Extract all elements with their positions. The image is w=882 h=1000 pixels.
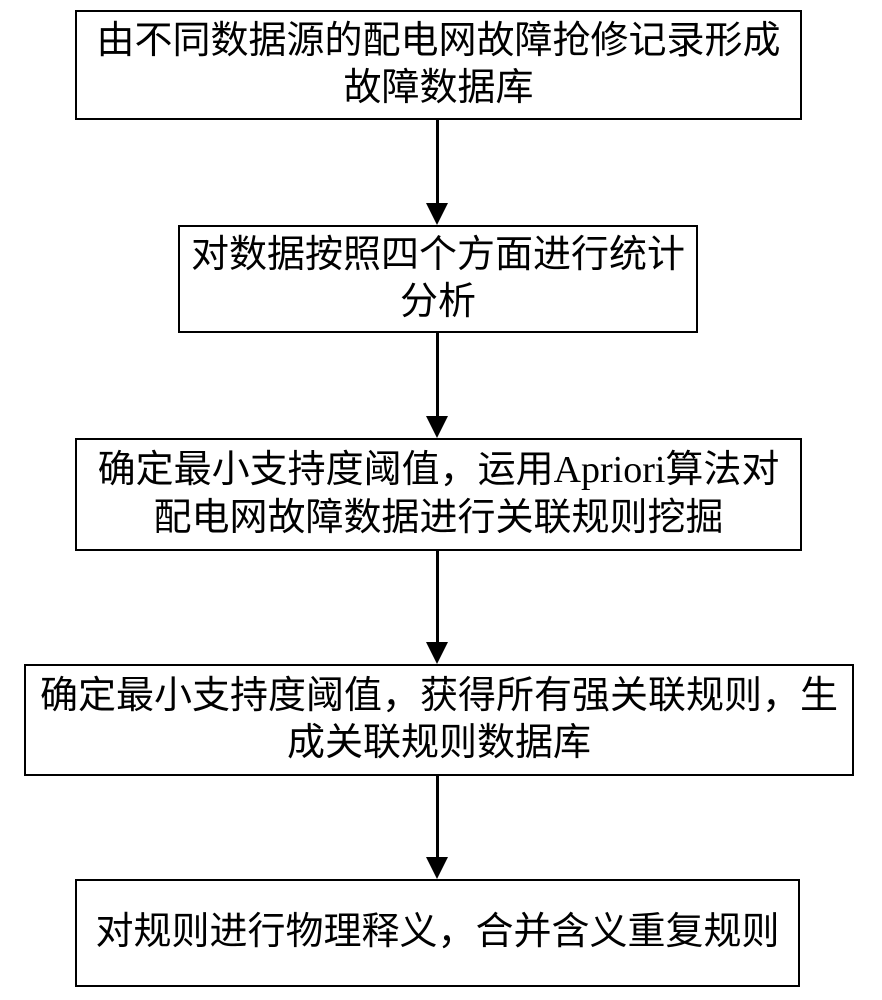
- flow-box-4: 确定最小支持度阈值，获得所有强关联规则，生成关联规则数据库: [24, 664, 854, 776]
- flow-arrow-1-head: [426, 203, 448, 225]
- flow-arrow-2-line: [436, 333, 439, 418]
- flow-box-2-text: 对数据按照四个方面进行统计分析: [188, 232, 688, 327]
- flow-arrow-3-head: [426, 642, 448, 664]
- flow-box-1-text: 由不同数据源的配电网故障抢修记录形成故障数据库: [85, 18, 792, 113]
- flow-arrow-4-line: [436, 776, 439, 859]
- flow-box-3: 确定最小支持度阈值，运用Apriori算法对配电网故障数据进行关联规则挖掘: [75, 438, 802, 551]
- flow-arrow-3-line: [436, 551, 439, 644]
- flow-arrow-1-line: [436, 120, 439, 205]
- flow-arrow-2-head: [426, 416, 448, 438]
- flow-box-1: 由不同数据源的配电网故障抢修记录形成故障数据库: [75, 10, 802, 120]
- flow-arrow-4-head: [426, 857, 448, 879]
- flow-box-2: 对数据按照四个方面进行统计分析: [178, 225, 698, 333]
- flow-box-4-text: 确定最小支持度阈值，获得所有强关联规则，生成关联规则数据库: [34, 673, 844, 768]
- flow-box-5-text: 对规则进行物理释义，合并含义重复规则: [95, 909, 779, 957]
- flow-box-3-text: 确定最小支持度阈值，运用Apriori算法对配电网故障数据进行关联规则挖掘: [85, 447, 792, 542]
- flowchart-canvas: 由不同数据源的配电网故障抢修记录形成故障数据库 对数据按照四个方面进行统计分析 …: [0, 0, 882, 1000]
- flow-box-5: 对规则进行物理释义，合并含义重复规则: [75, 879, 800, 987]
